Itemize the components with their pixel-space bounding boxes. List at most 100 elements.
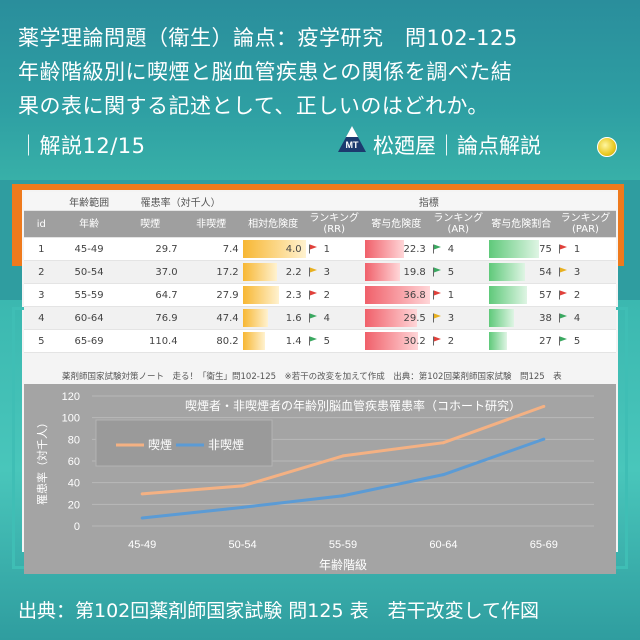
chart-area: 0 20 40 60 80 100 120 45-49 50-54 55-59 60-64 65-69… (24, 384, 616, 574)
data-bar (364, 309, 417, 327)
col-header: id (24, 210, 59, 238)
col-header: ランキング (PAR) (554, 210, 616, 238)
cell-par: 38 (487, 306, 555, 330)
table-row: 5 65-69 110.4 80.2 1.4 5 30.2 2 27 5 (24, 329, 616, 353)
mt-logo: MT (338, 126, 366, 152)
bar-value: 75 (539, 243, 552, 255)
x-tick-label: 60-64 (429, 539, 457, 551)
data-point (241, 484, 245, 488)
title-line-2: 年齢階級別に喫煙と脳血管疾患との関係を調べた結 (18, 60, 513, 84)
data-bar (242, 263, 278, 281)
cell-rr-rank: 5 (304, 329, 364, 353)
cell-smoke: 64.7 (119, 283, 181, 307)
bar-value: 19.8 (403, 266, 426, 278)
data-bar (364, 240, 405, 258)
cell-ar: 19.8 (363, 260, 429, 284)
rank-value: 5 (447, 266, 455, 278)
y-tick-label: 60 (68, 456, 80, 468)
rank-value: 4 (573, 312, 581, 324)
rank-value: 4 (447, 243, 455, 255)
rank-value: 1 (447, 289, 455, 301)
y-axis-label: 罹患率（対千人） (35, 417, 49, 505)
data-point (241, 505, 245, 509)
legend-label: 喫煙 (148, 438, 172, 452)
cell-rr: 4.0 (241, 237, 306, 261)
cell-ar-rank: 5 (428, 260, 488, 284)
cell-rr-rank: 1 (304, 237, 364, 261)
cell-age: 50-54 (58, 260, 120, 284)
cell-rr: 2.2 (241, 260, 305, 284)
data-bar (488, 263, 525, 281)
line-chart: 0 20 40 60 80 100 120 45-49 50-54 55-59 60-64 65-69… (35, 391, 594, 572)
bar-value: 36.8 (403, 289, 426, 301)
flag-icon (558, 267, 568, 277)
x-tick-label: 55-59 (329, 539, 357, 551)
data-bar (364, 263, 400, 281)
cell-age: 60-64 (58, 306, 120, 330)
cell-par-rank: 5 (554, 329, 616, 353)
footer-source: 出典：第102回薬剤師国家試験 問125 表 若干改変して作図 (18, 600, 540, 622)
cell-age: 55-59 (58, 283, 120, 307)
data-bar (488, 332, 507, 350)
cell-rr: 1.4 (241, 329, 305, 353)
cell-nonsmoke: 27.9 (180, 283, 242, 307)
data-point (341, 454, 345, 458)
rank-value: 5 (573, 335, 581, 347)
group-header-incidence: 罹患率（対千人） (119, 192, 242, 211)
cell-par: 75 (487, 237, 555, 261)
bar-value: 1.6 (285, 312, 302, 324)
flag-icon (558, 336, 568, 346)
cell-nonsmoke: 7.4 (180, 237, 242, 261)
data-bar (488, 286, 527, 304)
cell-par-rank: 1 (554, 237, 616, 261)
cell-ar: 30.2 (363, 329, 429, 353)
col-header: 非喫煙 (180, 210, 242, 238)
col-header: 寄与危険割合 (487, 210, 555, 238)
bar-value: 29.5 (403, 312, 426, 324)
coin-icon (597, 137, 617, 157)
cell-ar-rank: 3 (428, 306, 488, 330)
bar-value: 27 (539, 335, 552, 347)
group-header-indicators: 指標 (241, 192, 616, 211)
cell-id: 5 (24, 329, 59, 353)
data-point (542, 404, 546, 408)
flag-icon (432, 244, 442, 254)
flag-icon (308, 267, 318, 277)
title-line-3: 果の表に関する記述として、正しいのはどれか。 (18, 94, 489, 118)
data-point (140, 492, 144, 496)
col-header: 喫煙 (119, 210, 181, 238)
legend-label: 非喫煙 (208, 438, 244, 452)
cell-id: 4 (24, 306, 59, 330)
data-bar (488, 309, 515, 327)
x-tick-label: 45-49 (128, 539, 156, 551)
col-header: ランキング (RR) (304, 210, 364, 238)
col-header: 年齢 (58, 210, 120, 238)
cell-smoke: 110.4 (119, 329, 181, 353)
rank-value: 5 (323, 335, 331, 347)
flag-icon (308, 313, 318, 323)
cell-age: 45-49 (58, 237, 120, 261)
cell-smoke: 37.0 (119, 260, 181, 284)
flag-icon (432, 290, 442, 300)
rank-value: 1 (573, 243, 581, 255)
cell-smoke: 29.7 (119, 237, 181, 261)
data-point (140, 516, 144, 520)
x-axis-label: 年齢階級 (319, 557, 367, 572)
col-header: 相対危険度 (241, 210, 305, 238)
bar-value: 54 (539, 266, 552, 278)
data-bar (242, 332, 265, 350)
logo-text: MT (346, 140, 359, 150)
flag-icon (308, 336, 318, 346)
flag-icon (558, 244, 568, 254)
cell-age: 65-69 (58, 329, 120, 353)
bar-value: 2.2 (285, 266, 302, 278)
bar-value: 4.0 (285, 243, 302, 255)
cell-nonsmoke: 17.2 (180, 260, 242, 284)
cell-par-rank: 4 (554, 306, 616, 330)
rank-value: 1 (323, 243, 331, 255)
bar-value: 30.2 (403, 335, 426, 347)
data-point (542, 437, 546, 441)
title-line-1: 薬学理論問題（衛生）論点：疫学研究 問102-125 (18, 26, 518, 50)
col-header: 寄与危険度 (363, 210, 429, 238)
brand-label: 松廼屋｜論点解説 (373, 134, 541, 158)
